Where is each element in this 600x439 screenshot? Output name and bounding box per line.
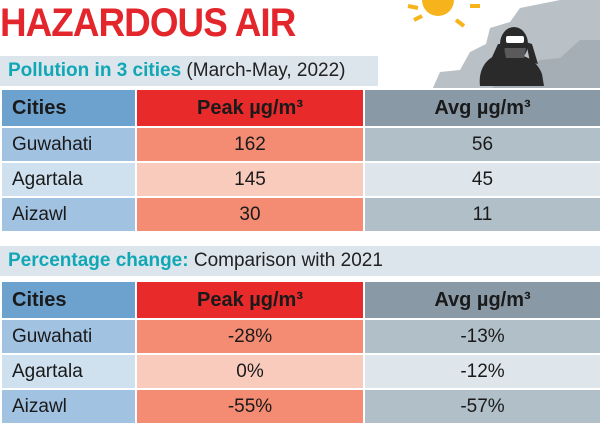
change-table: Cities Peak µg/m³ Avg µg/m³ Guwahati -28… (0, 280, 600, 425)
header-cities: Cities (0, 280, 137, 320)
city-cell: Agartala (0, 353, 137, 390)
header-cities: Cities (0, 88, 137, 128)
header-peak: Peak µg/m³ (135, 88, 365, 128)
table-row: Guwahati 162 56 (0, 126, 600, 163)
section-highlight: Percentage change: (8, 250, 189, 271)
header-avg: Avg µg/m³ (363, 88, 600, 128)
header-avg: Avg µg/m³ (363, 280, 600, 320)
avg-cell: 56 (363, 126, 600, 163)
sun-icon (407, 0, 480, 28)
peak-cell: 30 (135, 196, 365, 233)
table-row: Aizawl 30 11 (0, 196, 600, 233)
avg-cell: 11 (363, 196, 600, 233)
avg-cell: 45 (363, 161, 600, 198)
section-highlight: Pollution in 3 cities (8, 60, 182, 81)
city-cell: Agartala (0, 161, 137, 198)
peak-cell: 145 (135, 161, 365, 198)
city-cell: Guwahati (0, 126, 137, 163)
masked-person-icon (479, 27, 544, 86)
peak-cell: 0% (135, 353, 365, 390)
pollution-table: Cities Peak µg/m³ Avg µg/m³ Guwahati 162… (0, 88, 600, 233)
page-title: HAZARDOUS AIR (0, 1, 296, 45)
section-subtitle: Comparison with 2021 (188, 250, 383, 271)
table-row: Agartala 145 45 (0, 161, 600, 198)
section-subtitle: (March-May, 2022) (181, 60, 346, 81)
avg-cell: -12% (363, 353, 600, 390)
peak-cell: -55% (135, 388, 365, 425)
table-row: Aizawl -55% -57% (0, 388, 600, 425)
section-header-change: Percentage change: Comparison with 2021 (0, 246, 600, 276)
table-row: Agartala 0% -12% (0, 353, 600, 390)
section-header-pollution: Pollution in 3 cities (March-May, 2022) (0, 56, 378, 86)
header-peak: Peak µg/m³ (135, 280, 365, 320)
city-cell: Aizawl (0, 196, 137, 233)
peak-cell: 162 (135, 126, 365, 163)
table-header-row: Cities Peak µg/m³ Avg µg/m³ (0, 88, 600, 128)
avg-cell: -57% (363, 388, 600, 425)
city-cell: Guwahati (0, 318, 137, 355)
avg-cell: -13% (363, 318, 600, 355)
peak-cell: -28% (135, 318, 365, 355)
table-row: Guwahati -28% -13% (0, 318, 600, 355)
table-header-row: Cities Peak µg/m³ Avg µg/m³ (0, 280, 600, 320)
city-cell: Aizawl (0, 388, 137, 425)
